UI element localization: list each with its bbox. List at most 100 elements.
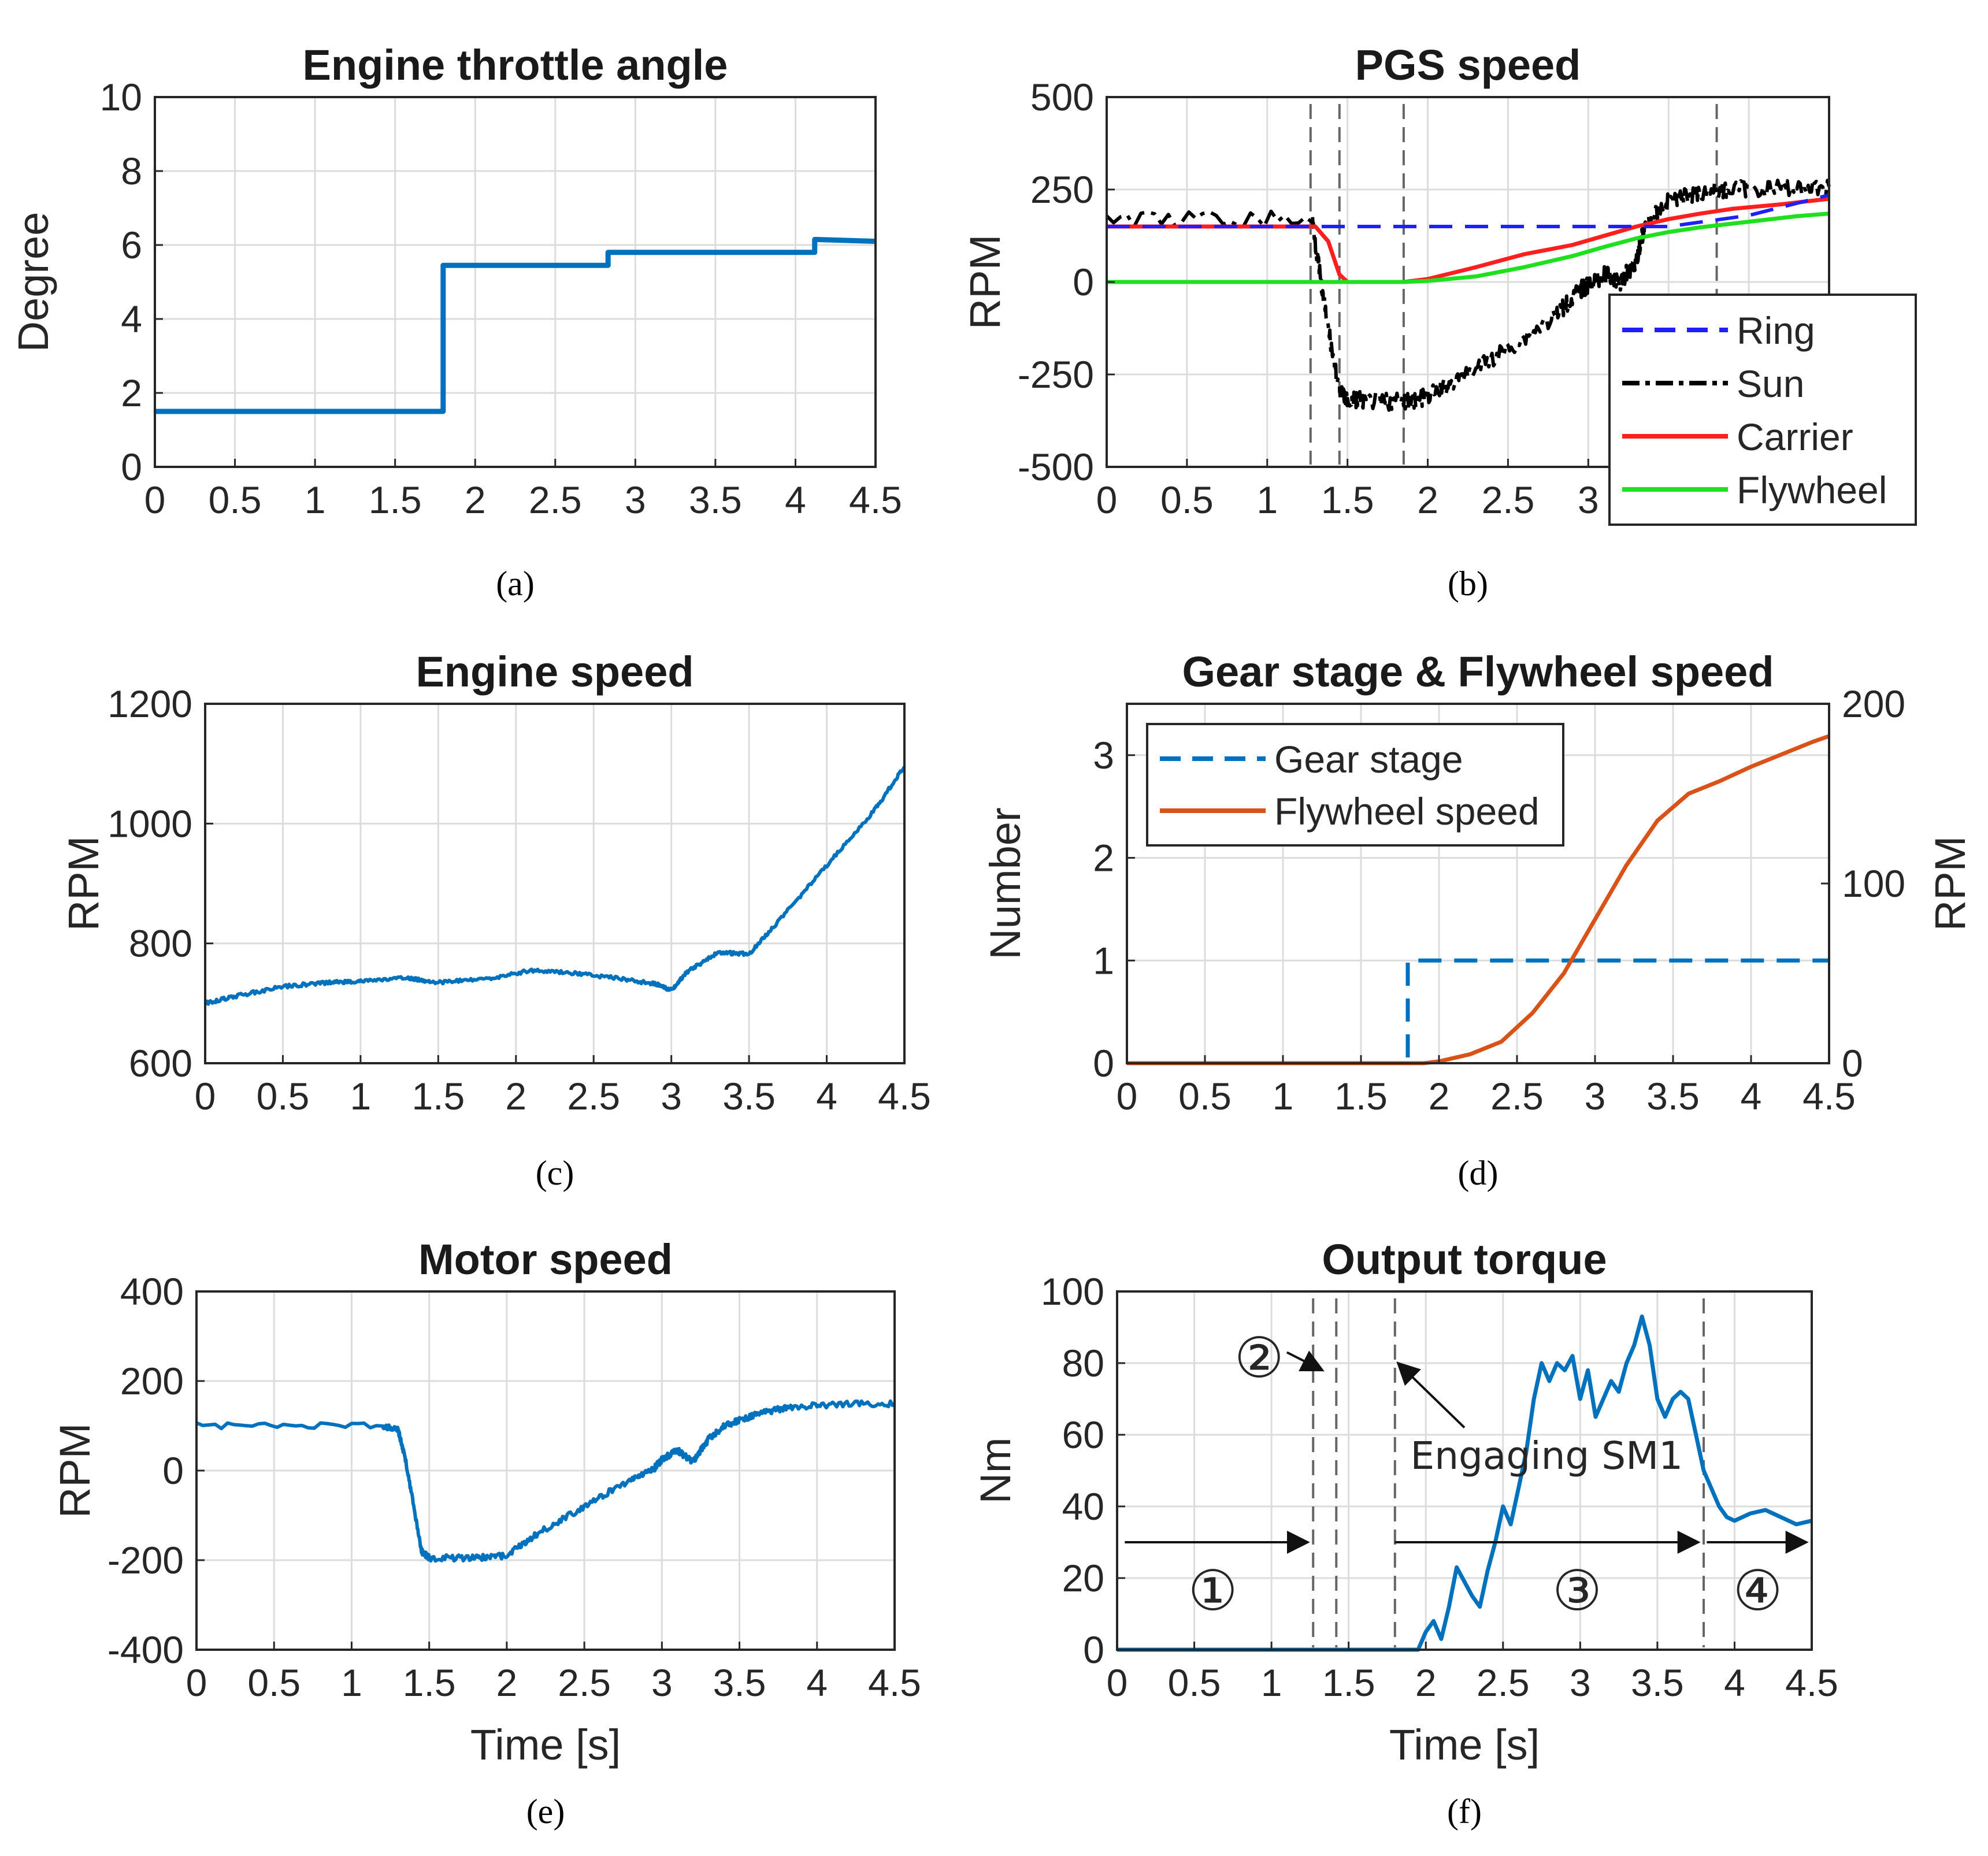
chart-panel-f: 0 0.5 1 1.5 2 2.5 3 3.5 4 4.5 0 20 40 60 80 100 Output t… [971, 1235, 1838, 1831]
annotation-text: Engaging SM1 [1411, 1434, 1683, 1478]
y-tick-label: -200 [107, 1539, 184, 1582]
x-tick-label: 1 [305, 478, 326, 521]
x-tick-label: 0 [1096, 478, 1118, 521]
x-tick-label: 2 [1415, 1661, 1437, 1704]
x-tick-label: 3.5 [1646, 1075, 1700, 1118]
legend-box [1146, 723, 1564, 847]
x-tick-label: 3 [1570, 1661, 1591, 1704]
x-tick-label: 1.5 [411, 1075, 465, 1118]
panel-caption: (f) [1447, 1792, 1482, 1831]
x-tick-label: 2.5 [567, 1075, 620, 1118]
y-tick-label: 2 [121, 372, 142, 414]
x-tick-label: 1 [1261, 1661, 1282, 1704]
x-tick-label: 4.5 [868, 1661, 921, 1704]
x-tick-label: 0.5 [1168, 1661, 1221, 1704]
x-tick-label: 1.5 [1322, 1661, 1375, 1704]
y-right-tick-label: 0 [1842, 1042, 1863, 1085]
series-line-flywheel [1107, 211, 1830, 284]
x-tick-label: 3.5 [1631, 1661, 1684, 1704]
y-tick-label: 8 [121, 150, 142, 192]
series-line-flywheel-speed [1127, 734, 1831, 1066]
y-tick-label: 400 [120, 1270, 184, 1313]
x-tick-label: 3 [625, 478, 646, 521]
x-tick-label: 4 [1724, 1661, 1745, 1704]
y-tick-label: -500 [1018, 446, 1094, 488]
y-tick-label: 0 [1083, 1628, 1104, 1671]
x-tick-label: 1 [1256, 478, 1278, 521]
x-tick-label: 1.5 [369, 478, 422, 521]
panel-caption: (b) [1448, 565, 1488, 603]
x-tick-label: 0.5 [1160, 478, 1214, 521]
annotation-text: ② [1234, 1326, 1284, 1390]
chart-title: Engine throttle angle [303, 41, 728, 89]
x-tick-label: 3.5 [713, 1661, 766, 1704]
x-tick-label: 0.5 [247, 1661, 301, 1704]
y-tick-label: 2 [1093, 837, 1114, 879]
y-tick-label: 6 [121, 224, 142, 266]
annotation-text: ③ [1552, 1558, 1602, 1623]
y-tick-label: 20 [1062, 1557, 1104, 1599]
x-tick-label: 0.5 [257, 1075, 310, 1118]
x-tick-label: 3 [661, 1075, 682, 1118]
y-tick-label: 60 [1062, 1413, 1104, 1456]
y-axis-label: RPM [51, 1423, 99, 1518]
y-axis-label: RPM [60, 836, 107, 931]
pointer-arrow [1286, 1350, 1325, 1372]
x-tick-label: 0 [1117, 1075, 1138, 1118]
x-tick-label: 4.5 [1785, 1661, 1838, 1704]
series-line-motor-speed [195, 1399, 896, 1563]
x-tick-label: 1 [350, 1075, 372, 1118]
y-tick-label: 800 [129, 922, 192, 965]
y-tick-label: 4 [121, 298, 142, 340]
legend-label: Sun [1737, 362, 1804, 405]
x-tick-label: 0 [186, 1661, 207, 1704]
y-axis-label: RPM [961, 235, 1009, 329]
x-tick-label: 2.5 [1482, 478, 1535, 521]
legend-label: Ring [1737, 309, 1815, 352]
x-tick-label: 0 [1107, 1661, 1128, 1704]
legend: Ring Sun Carrier Flywheel [1608, 294, 1917, 526]
y-tick-label: 1000 [107, 802, 192, 845]
y-tick-label: 1200 [107, 682, 192, 725]
x-tick-label: 1.5 [1334, 1075, 1388, 1118]
series-line-engine-speed [204, 766, 906, 1006]
x-tick-label: 4 [806, 1661, 828, 1704]
chart-panel-c: 0 0.5 1 1.5 2 2.5 3 3.5 4 4.5 600 800 1000 1200 Engine… [60, 648, 931, 1192]
y-tick-label: 500 [1030, 76, 1094, 118]
chart-title: Gear stage & Flywheel speed [1182, 648, 1774, 696]
panel-caption: (d) [1458, 1154, 1499, 1192]
y-tick-label: 200 [120, 1360, 184, 1402]
y-tick-label: 0 [162, 1449, 184, 1492]
x-tick-label: 1 [341, 1661, 362, 1704]
plot-area [155, 97, 876, 467]
x-tick-label: 3 [1578, 478, 1599, 521]
y-tick-label: 3 [1093, 734, 1114, 777]
annotations: Engaging SM1 ① ② ③ ④ [1125, 1326, 1809, 1623]
y-tick-label: 80 [1062, 1342, 1104, 1384]
y-tick-label: 0 [1073, 261, 1094, 303]
y-tick-label: 1 [1093, 939, 1114, 982]
plot-area [205, 704, 904, 1063]
x-tick-label: 3 [651, 1661, 673, 1704]
series-line-carrier [1107, 196, 1830, 284]
y-tick-label: 0 [121, 446, 142, 488]
x-tick-label: 1.5 [403, 1661, 456, 1704]
x-axis-label: Time [s] [470, 1721, 621, 1769]
axes-frame [204, 703, 906, 1064]
chart-panel-a: 0 0.5 1 1.5 2 2.5 3 3.5 4 4.5 0 2 4 6 8 10 Engine thrott… [9, 41, 902, 603]
legend-label: Flywheel speed [1274, 790, 1540, 833]
x-tick-label: 4 [1741, 1075, 1762, 1118]
x-tick-label: 3.5 [722, 1075, 776, 1118]
x-tick-label: 2 [505, 1075, 526, 1118]
y-tick-label: 0 [1093, 1042, 1114, 1085]
annotation-text: ① [1188, 1558, 1238, 1623]
y-right-tick-label: 100 [1842, 862, 1905, 905]
series-line-sun [1105, 177, 1831, 412]
y-tick-label: 250 [1030, 168, 1094, 211]
x-tick-label: 2.5 [1477, 1661, 1530, 1704]
x-tick-label: 4 [816, 1075, 837, 1118]
pointer-arrow [1396, 1361, 1466, 1429]
chart-title: Output torque [1322, 1235, 1607, 1283]
x-tick-label: 0 [144, 478, 166, 521]
y-tick-label: 40 [1062, 1485, 1104, 1528]
